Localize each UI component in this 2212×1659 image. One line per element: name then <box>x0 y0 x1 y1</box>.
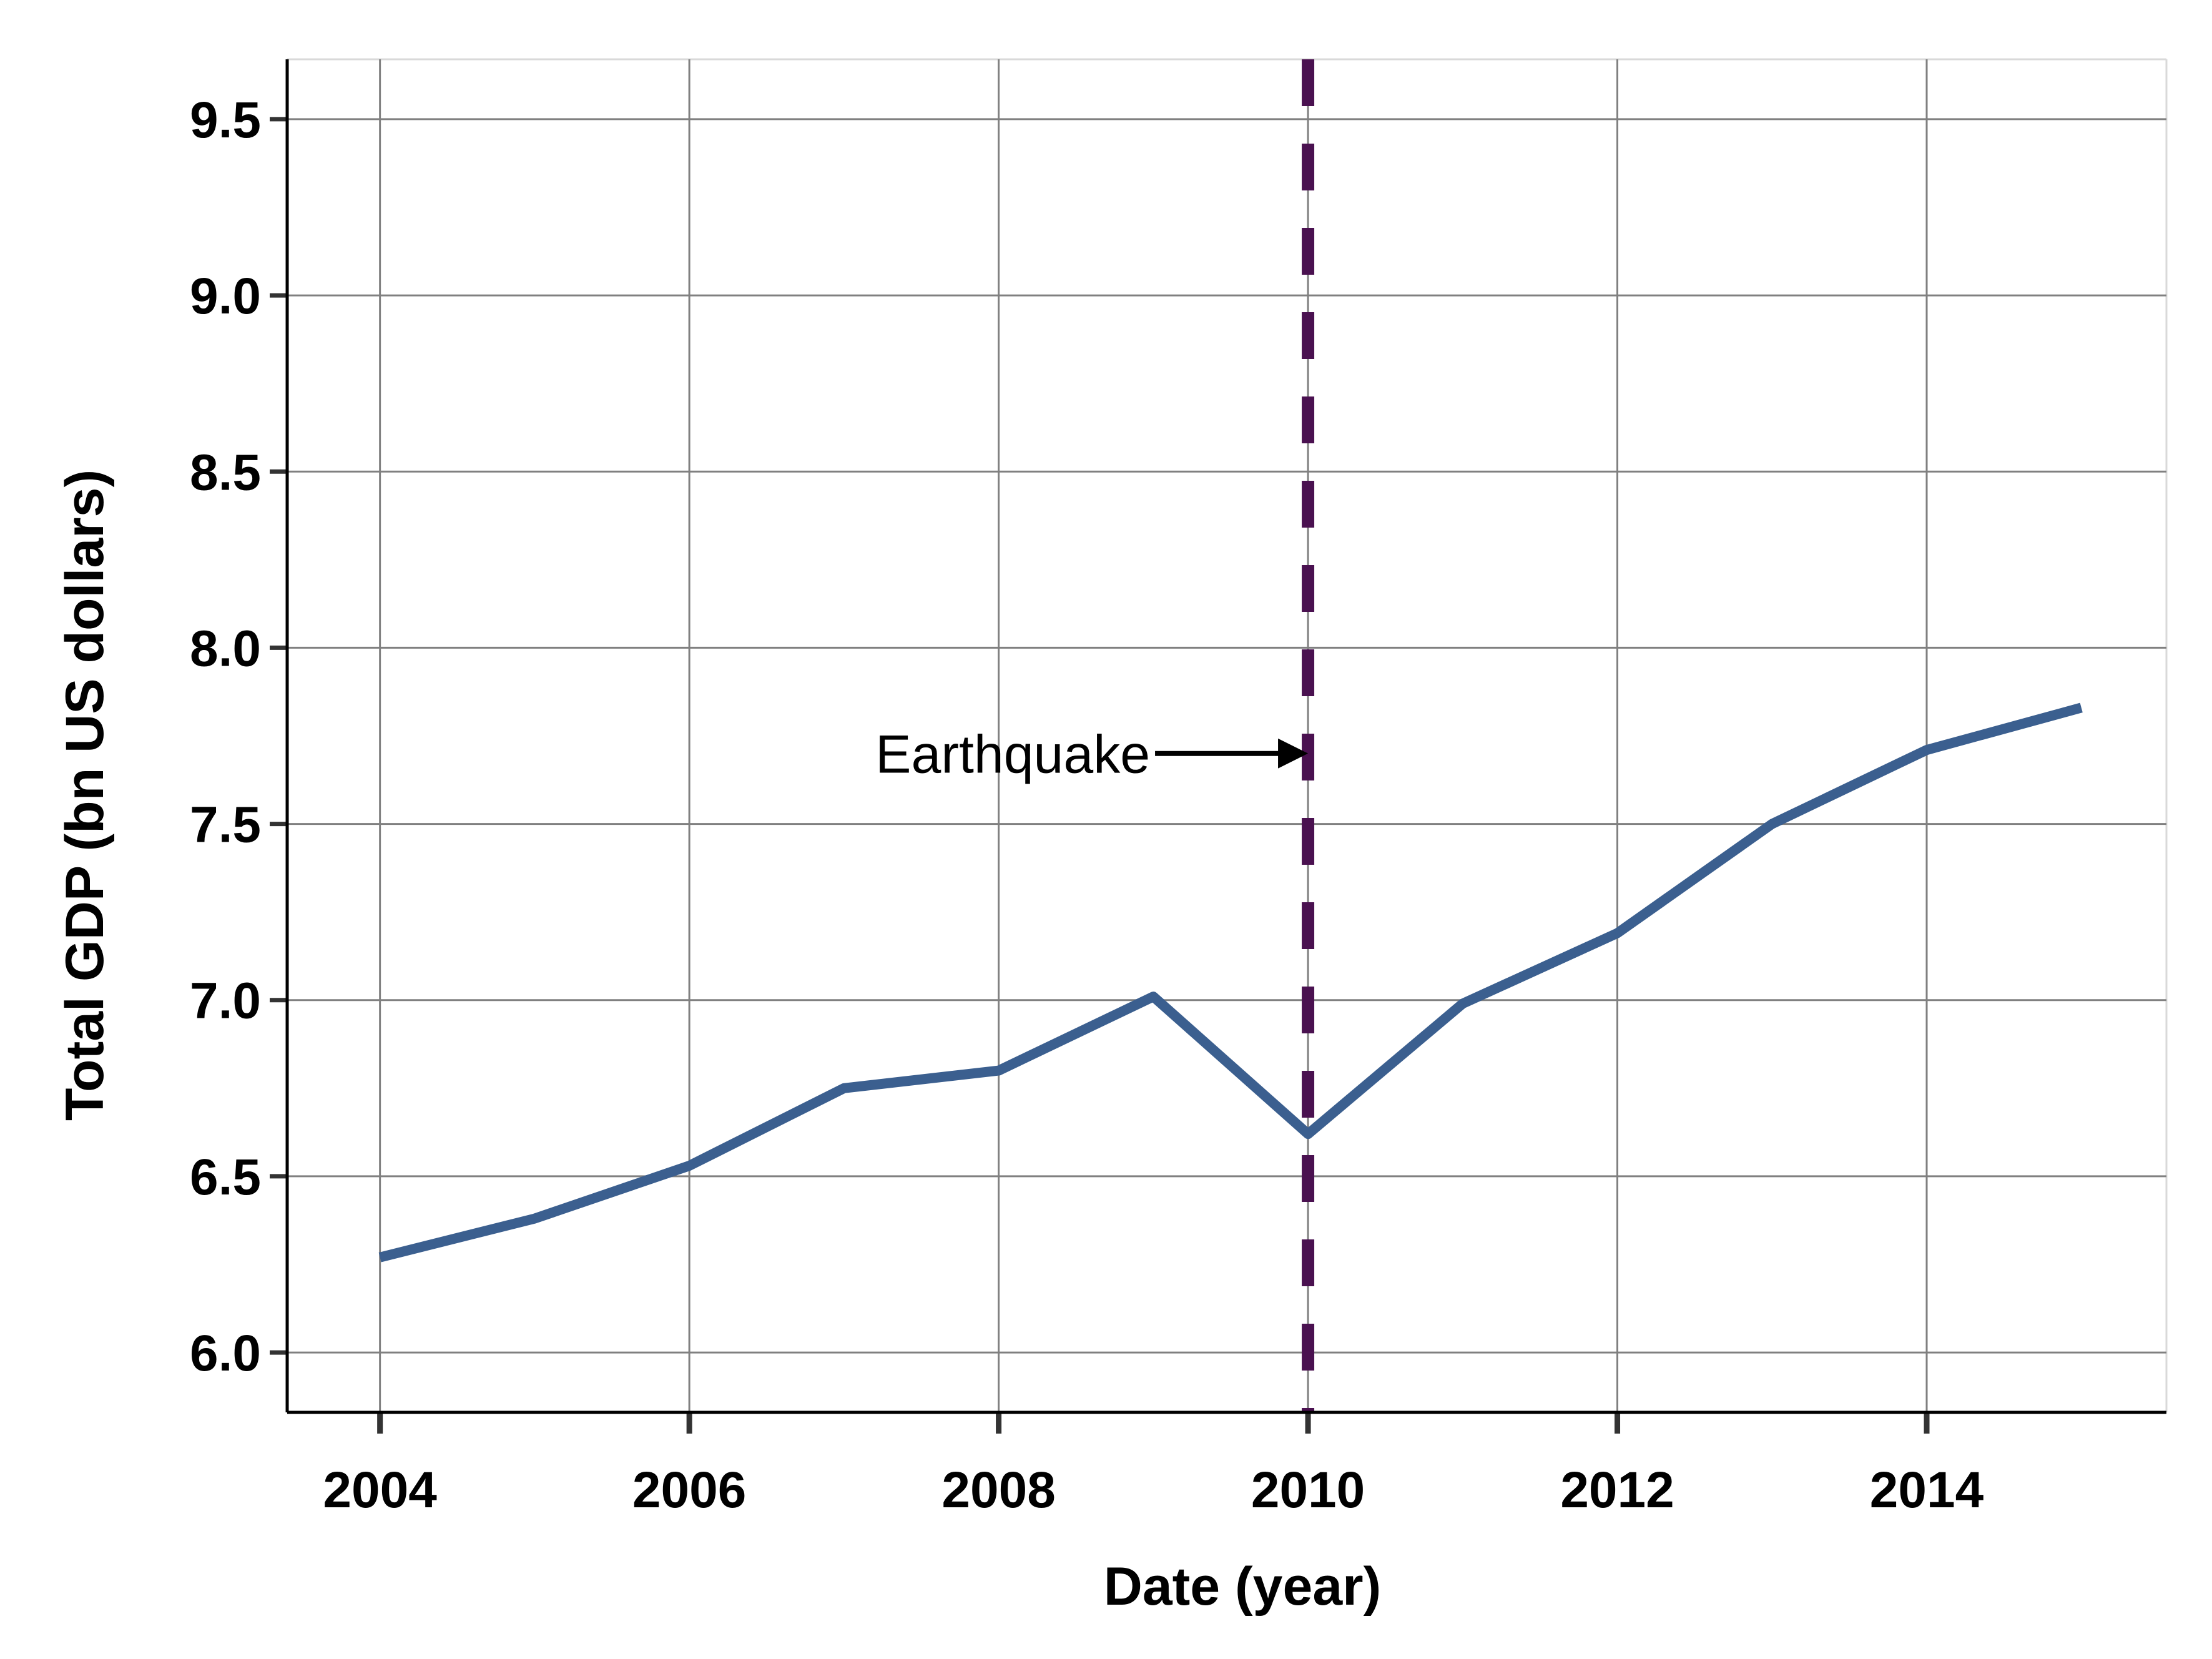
y-tick-label: 8.0 <box>190 620 261 677</box>
x-axis-title: Date (year) <box>1104 1557 1382 1617</box>
annotation: Earthquake <box>875 725 1309 785</box>
series-layer <box>378 702 2083 1263</box>
y-tick-label: 9.5 <box>190 92 261 149</box>
y-tick-label: 6.0 <box>190 1325 261 1382</box>
y-tick-label: 6.5 <box>190 1149 261 1206</box>
y-tick-label: 8.5 <box>190 444 261 501</box>
x-tick-label: 2008 <box>941 1462 1055 1519</box>
x-tick-label: 2012 <box>1560 1462 1674 1519</box>
axes: 6.0 6.5 7.0 7.5 8.0 8.5 9.0 9.5 2004 2006 2008 2010… <box>190 59 2166 1519</box>
gdp-series-line <box>378 702 2083 1263</box>
x-tick-label: 2006 <box>632 1462 746 1519</box>
x-tick-label: 2014 <box>1870 1462 1984 1519</box>
y-tick-label: 7.0 <box>190 973 261 1030</box>
y-axis-title: Total GDP (bn US dollars) <box>55 470 115 1121</box>
x-tick-label: 2010 <box>1251 1462 1365 1519</box>
y-tick-label: 9.0 <box>190 268 261 325</box>
x-tick-label: 2004 <box>323 1462 437 1519</box>
earthquake-label: Earthquake <box>875 725 1150 785</box>
y-tick-label: 7.5 <box>190 797 261 854</box>
